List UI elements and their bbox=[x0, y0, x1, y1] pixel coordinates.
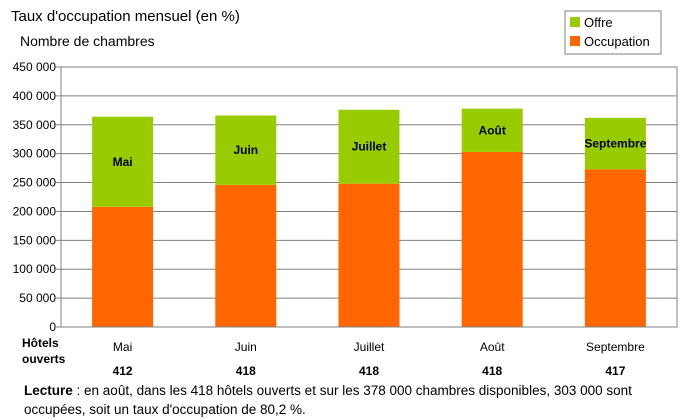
legend-entry-offre: Offre bbox=[584, 15, 613, 30]
legend-swatch-offre bbox=[570, 17, 580, 27]
y-tick-label: 250 000 bbox=[13, 176, 57, 190]
hotels-value: 418 bbox=[359, 364, 379, 378]
y-tick-label: 350 000 bbox=[13, 118, 57, 132]
lecture-text: : en août, dans les 418 hôtels ouverts e… bbox=[24, 383, 632, 417]
y-tick-label: 450 000 bbox=[13, 60, 57, 74]
y-tick-label: 50 000 bbox=[19, 291, 56, 305]
hotels-value: 418 bbox=[482, 364, 502, 378]
y-tick-label: 0 bbox=[49, 320, 56, 334]
lecture-label: Lecture bbox=[24, 383, 73, 398]
bar-label: Août bbox=[479, 123, 506, 137]
bar-label: Juin bbox=[233, 143, 258, 157]
hotels-header-line2: ouverts bbox=[22, 352, 66, 366]
bar-label: Mai bbox=[113, 155, 133, 169]
bars bbox=[92, 108, 646, 327]
legend-entry-occupation: Occupation bbox=[584, 34, 650, 49]
legend-box bbox=[564, 10, 662, 55]
x-tick-label: Septembre bbox=[586, 340, 645, 354]
bar-offre-1 bbox=[92, 116, 154, 207]
chart-title: Taux d'occupation mensuel (en %) bbox=[11, 8, 240, 25]
x-tick-label: Juillet bbox=[354, 340, 385, 354]
y-tick-label: 300 000 bbox=[13, 147, 57, 161]
bar-labels: Mai Juin Juillet Août Septembre bbox=[113, 123, 647, 168]
lecture-note: Lecture : en août, dans les 418 hôtels o… bbox=[24, 381, 684, 419]
y-axis-label: Nombre de chambres bbox=[20, 33, 155, 49]
hotels-header-line1: Hôtels bbox=[22, 336, 59, 350]
y-tick-label: 200 000 bbox=[13, 204, 57, 218]
bar-occupation-4 bbox=[461, 151, 523, 327]
hotels-value: 417 bbox=[605, 364, 625, 378]
hotels-value: 412 bbox=[113, 364, 133, 378]
x-tick-label: Août bbox=[480, 340, 505, 354]
y-tick-label: 400 000 bbox=[13, 89, 57, 103]
bar-occupation-5 bbox=[584, 169, 646, 327]
bar-occupation-1 bbox=[92, 206, 154, 327]
y-tick-label: 100 000 bbox=[13, 262, 57, 276]
plot-frame bbox=[60, 66, 678, 328]
bar-label: Juillet bbox=[352, 140, 387, 154]
legend-swatch-occupation bbox=[570, 36, 580, 46]
bar-label: Septembre bbox=[584, 137, 646, 151]
y-tick-labels: 0 50 000 100 000 150 000 200 000 250 000 300 0… bbox=[13, 60, 57, 334]
hotels-value: 418 bbox=[236, 364, 256, 378]
bar-offre-4 bbox=[461, 108, 523, 152]
bar-offre-2 bbox=[215, 115, 277, 185]
bar-occupation-2 bbox=[215, 184, 277, 327]
legend: Offre Occupation bbox=[564, 10, 662, 55]
bar-offre-5 bbox=[584, 117, 646, 170]
x-tick-label: Mai bbox=[113, 340, 132, 354]
x-tick-labels: Mai Juin Juillet Août Septembre bbox=[113, 340, 645, 354]
hotels-values: 412 418 418 418 417 bbox=[113, 364, 626, 378]
x-tick-label: Juin bbox=[235, 340, 257, 354]
bar-occupation-3 bbox=[338, 183, 400, 327]
stacked-bar-chart: Taux d'occupation mensuel (en %) Nombre … bbox=[11, 8, 678, 378]
y-tick-label: 150 000 bbox=[13, 233, 57, 247]
bar-offre-3 bbox=[338, 109, 400, 184]
